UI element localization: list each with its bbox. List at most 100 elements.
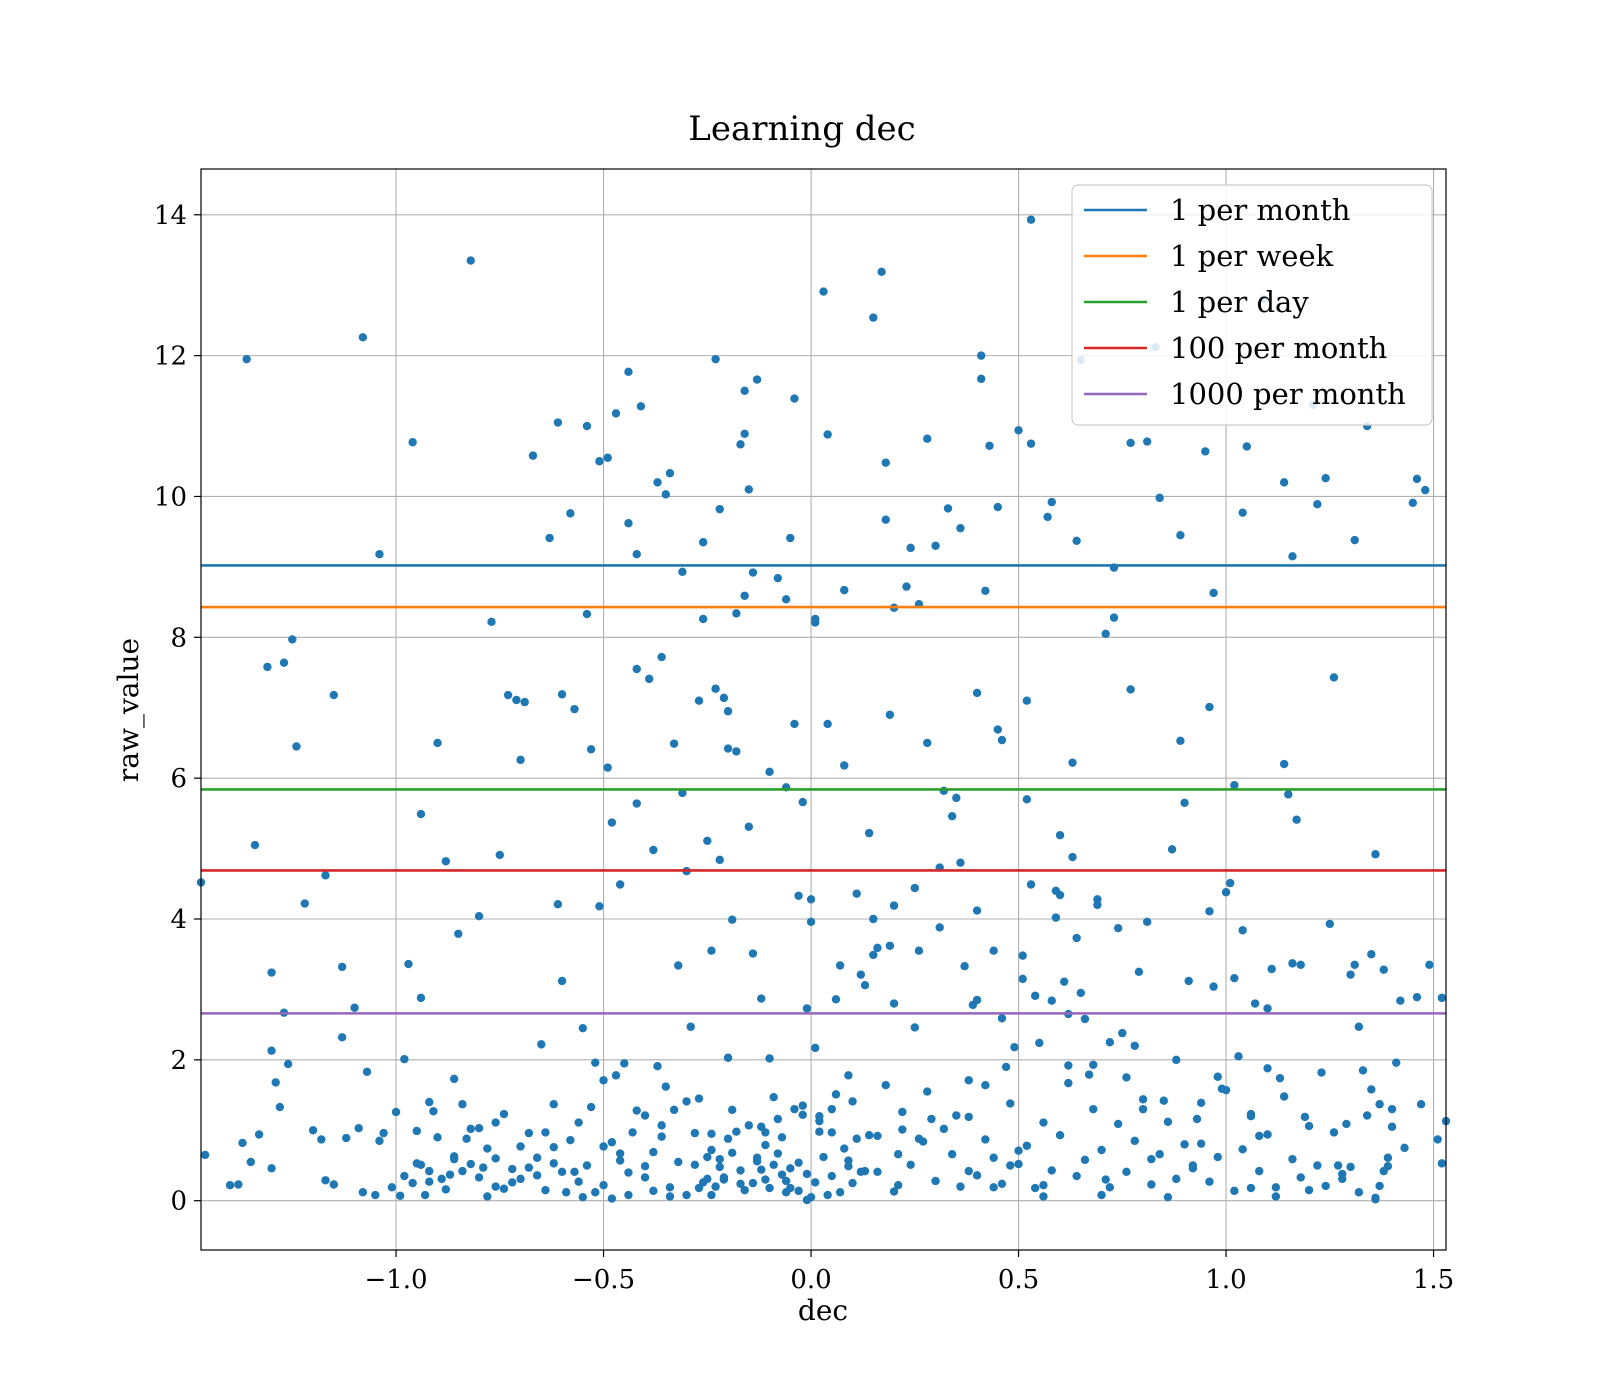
data-point [653, 1061, 662, 1071]
data-point [1246, 1183, 1256, 1193]
data-point [827, 1128, 836, 1137]
data-point [458, 1100, 467, 1109]
data-point [665, 469, 675, 478]
data-point [831, 995, 841, 1004]
data-point [562, 1188, 571, 1197]
data-point [396, 1191, 405, 1200]
data-point [1437, 1159, 1447, 1168]
data-point [1284, 790, 1293, 799]
data-point [910, 883, 919, 893]
data-point [1089, 1104, 1098, 1114]
x-tick-label: 1.0 [1205, 1265, 1246, 1295]
data-point [711, 1182, 720, 1191]
data-point [856, 1167, 866, 1177]
data-point [649, 1147, 658, 1157]
data-point [777, 1170, 787, 1179]
data-point [1068, 852, 1077, 862]
y-tick-label: 2 [170, 1046, 187, 1076]
data-point [1026, 215, 1036, 224]
data-point [445, 1170, 455, 1179]
data-point [852, 1134, 861, 1143]
data-point [1279, 759, 1289, 769]
data-point [582, 609, 592, 619]
data-point [466, 1159, 475, 1169]
data-point [624, 1190, 633, 1200]
data-point [1342, 1119, 1351, 1129]
data-point [885, 941, 895, 950]
x-tick-label: 1.5 [1413, 1265, 1454, 1295]
data-point [362, 1067, 372, 1077]
data-point [416, 1160, 426, 1169]
data-point [337, 962, 347, 972]
data-point [956, 1182, 965, 1191]
data-point [835, 1188, 845, 1197]
data-point [599, 1142, 608, 1151]
data-point [607, 1194, 617, 1203]
data-point [416, 809, 426, 819]
data-point [1126, 438, 1135, 448]
data-point [524, 1128, 534, 1138]
data-point [508, 1164, 517, 1174]
data-point [591, 1188, 600, 1197]
data-point [1242, 442, 1252, 451]
data-point [1412, 992, 1422, 1002]
legend-label: 1 per day [1170, 285, 1309, 319]
data-point [765, 767, 774, 777]
data-point [549, 1159, 558, 1168]
data-point [1383, 1161, 1393, 1171]
data-point [1230, 781, 1239, 790]
data-point [1014, 1159, 1023, 1169]
data-point [769, 1160, 778, 1169]
data-point [1329, 673, 1339, 682]
data-point [271, 1078, 280, 1087]
data-point [1122, 1167, 1131, 1177]
data-point [939, 1124, 949, 1134]
data-point [719, 693, 729, 703]
data-point [429, 1107, 438, 1116]
data-point [811, 1178, 820, 1187]
data-point [1379, 965, 1388, 974]
data-point [329, 1180, 338, 1189]
y-tick-label: 6 [170, 764, 187, 794]
x-axis-ticks: −1.0 −0.5 0.0 0.5 1.0 1.5 [364, 1250, 1454, 1295]
data-point [292, 742, 301, 751]
data-point [566, 509, 575, 518]
data-point [1408, 498, 1418, 508]
data-point [997, 735, 1007, 745]
data-point [1209, 588, 1218, 598]
data-point [387, 1183, 397, 1192]
data-point [964, 1076, 973, 1085]
data-point [748, 1178, 758, 1188]
data-point [761, 1175, 770, 1184]
data-point [279, 658, 289, 667]
data-point [566, 1135, 575, 1145]
data-point [553, 418, 563, 427]
data-point [981, 1081, 990, 1090]
data-point [379, 1128, 388, 1138]
data-point [723, 744, 733, 753]
data-point [1080, 1014, 1090, 1024]
data-point [1163, 1117, 1173, 1127]
data-point [1018, 951, 1027, 960]
data-point [1383, 1153, 1393, 1162]
legend-box [1071, 184, 1433, 426]
data-point [703, 1152, 712, 1162]
data-point [557, 976, 567, 986]
data-point [703, 836, 712, 846]
data-point [1205, 907, 1214, 916]
data-point [1122, 1073, 1131, 1082]
data-point [632, 1106, 641, 1115]
data-point [728, 915, 737, 924]
data-point [549, 1100, 558, 1109]
data-point [873, 1167, 882, 1177]
data-point [483, 1192, 492, 1201]
data-point [869, 313, 878, 322]
data-point [728, 1105, 737, 1115]
data-point [682, 1190, 691, 1200]
data-point [1317, 1068, 1326, 1077]
data-point [466, 256, 475, 265]
data-point [466, 1124, 475, 1134]
data-point [1267, 964, 1276, 974]
x-tick-label: 0.0 [790, 1265, 831, 1295]
data-point [649, 1186, 658, 1196]
